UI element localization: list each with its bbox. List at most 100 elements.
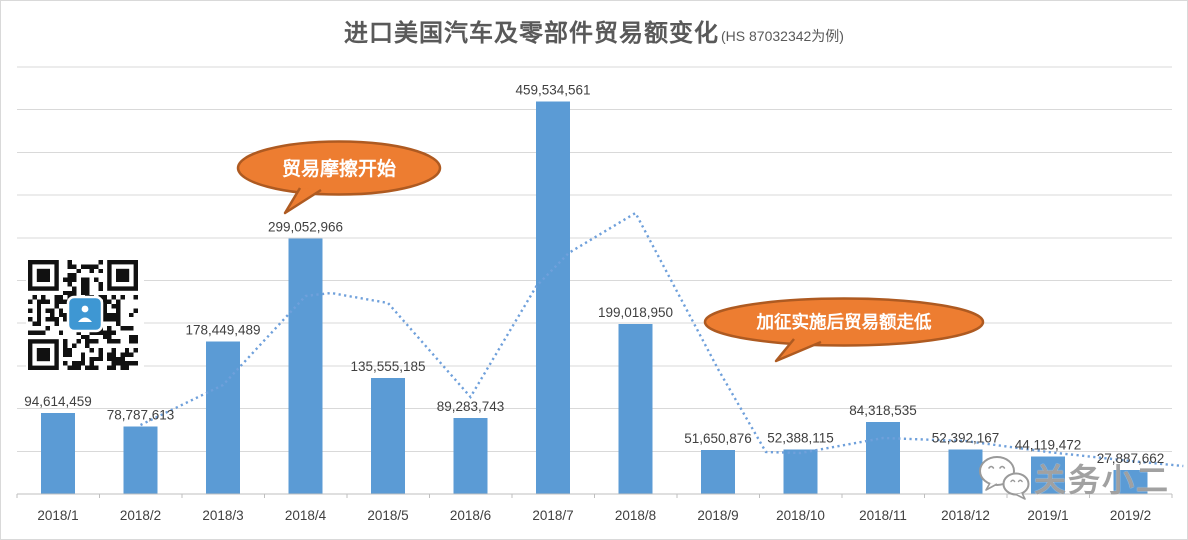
qr-module (85, 264, 90, 269)
bar-value-label: 94,614,459 (24, 394, 92, 409)
qr-module (85, 343, 90, 348)
bar (206, 341, 240, 494)
qr-module (80, 264, 86, 269)
bars (41, 101, 1148, 494)
qr-module (80, 361, 86, 366)
bar-value-label: 27,887,662 (1097, 451, 1165, 466)
qr-module (28, 317, 33, 322)
qr-module (80, 356, 86, 362)
gridlines (16, 66, 1172, 452)
data-labels: 94,614,459 78,787,613 178,449,489 299,052,9… (24, 83, 1164, 467)
qr-module (107, 334, 112, 340)
qr-module (102, 304, 108, 309)
qr-module (89, 365, 94, 370)
qr-module (50, 317, 55, 322)
qr-module (133, 339, 138, 344)
bar (618, 324, 653, 494)
trend-dotted-line (139, 211, 1184, 468)
qr-module (85, 286, 90, 291)
qr-module (54, 299, 59, 304)
qr-module (120, 326, 125, 331)
qr-module (36, 308, 42, 313)
qr-module (85, 334, 90, 340)
qr-module (50, 308, 55, 313)
bar (453, 417, 488, 494)
qr-module (89, 264, 94, 269)
qr-module (72, 286, 77, 291)
qr-module (129, 326, 134, 331)
qr-module (116, 356, 121, 362)
qr-module (63, 348, 68, 353)
qr-module (67, 277, 72, 282)
qr-module (63, 277, 68, 282)
qr-module (116, 312, 121, 318)
qr-module (32, 330, 37, 335)
qr-module (94, 365, 99, 370)
callout-tail (774, 338, 822, 363)
callout-bubble (703, 297, 985, 347)
bar (701, 449, 735, 494)
qr-module (89, 348, 94, 353)
qr-module (94, 356, 99, 362)
qr-module (67, 282, 72, 287)
category-label: 2018/5 (367, 508, 408, 523)
callout-text: 加征实施后贸易额走低 (756, 312, 932, 332)
qr-module (58, 299, 64, 304)
category-label: 2018/6 (450, 508, 491, 523)
qr-module (89, 356, 94, 362)
qr-finder-core (36, 268, 50, 282)
qr-module (133, 334, 138, 340)
callout-tail (283, 187, 322, 215)
bar (948, 449, 983, 494)
qr-module (111, 339, 116, 344)
qr-module (107, 326, 112, 331)
qr-module (116, 321, 121, 326)
qr-module (120, 361, 125, 366)
qr-module (111, 330, 116, 335)
chart-title-main: 进口美国汽车及零部件贸易额变化 (344, 20, 720, 47)
qr-module (54, 295, 59, 300)
qr-module (85, 290, 90, 296)
qr-module (76, 268, 81, 274)
qr-module (80, 334, 86, 340)
qr-module (111, 348, 116, 353)
qr-module (111, 365, 116, 370)
qr-module (98, 330, 103, 335)
qr-module (98, 260, 103, 265)
qr-module (63, 299, 68, 304)
qr-module (63, 343, 68, 348)
qr-module (85, 282, 90, 287)
qr-module (72, 273, 77, 278)
qr-finder-core (36, 348, 50, 362)
category-label: 2018/4 (285, 508, 327, 523)
qr-module (67, 260, 72, 265)
qr-module (36, 317, 42, 322)
category-label: 2018/11 (859, 508, 907, 523)
qr-module (85, 339, 90, 344)
qr-module (98, 268, 103, 274)
qr-module (94, 330, 99, 335)
qr-module (58, 295, 64, 300)
qr-module (41, 299, 46, 304)
qr-module (124, 361, 130, 366)
category-label: 2018/12 (941, 508, 990, 523)
trend-line (139, 211, 1184, 468)
qr-module (67, 273, 72, 278)
qr-module (107, 330, 112, 335)
bar-value-label: 89,283,743 (437, 399, 505, 414)
qr-module (58, 312, 64, 318)
qr-module (80, 290, 86, 296)
category-label: 2018/2 (120, 508, 161, 523)
qr-module (72, 277, 77, 282)
qr-module (94, 277, 99, 282)
bar (866, 421, 900, 494)
qr-module (133, 361, 138, 366)
qr-module (80, 286, 86, 291)
qr-module (124, 352, 130, 357)
bar-value-label: 78,787,613 (107, 408, 175, 423)
bar-value-label: 84,318,535 (849, 403, 917, 418)
qr-module (58, 330, 64, 335)
qr-module (45, 299, 50, 304)
qr-module (107, 312, 112, 318)
